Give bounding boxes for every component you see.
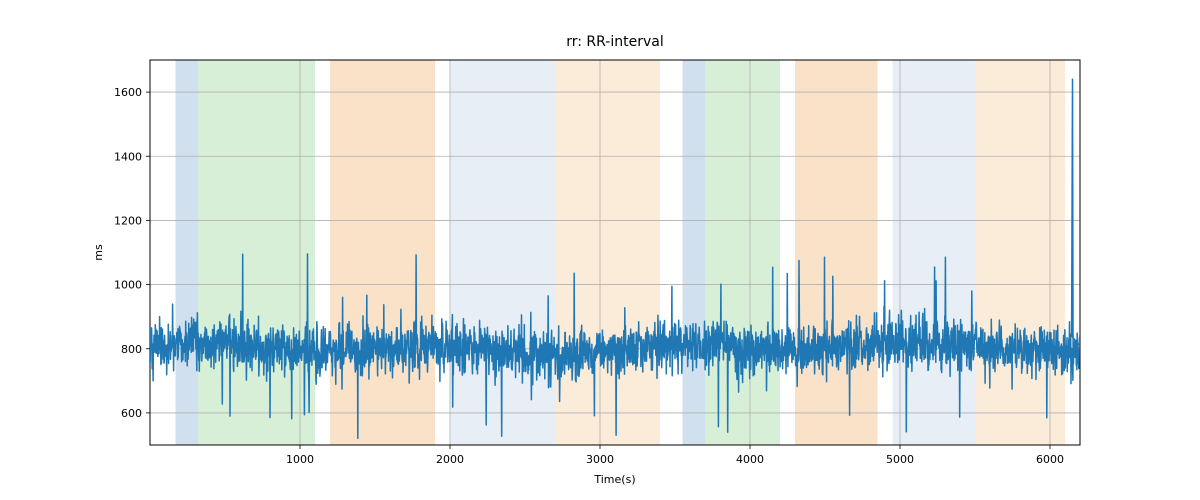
xtick-label: 5000 xyxy=(886,453,914,466)
xtick-label: 6000 xyxy=(1036,453,1064,466)
ytick-label: 600 xyxy=(121,407,142,420)
ytick-label: 1400 xyxy=(114,150,142,163)
ytick-label: 800 xyxy=(121,343,142,356)
x-axis-label: Time(s) xyxy=(593,473,635,486)
ytick-label: 1600 xyxy=(114,86,142,99)
xtick-label: 1000 xyxy=(286,453,314,466)
y-axis-label: ms xyxy=(92,244,105,261)
xtick-label: 2000 xyxy=(436,453,464,466)
rr-interval-chart: 1000 2000 3000 4000 5000 6000 600 800 1000 1200 14… xyxy=(0,0,1200,500)
xtick-label: 3000 xyxy=(586,453,614,466)
ytick-label: 1000 xyxy=(114,279,142,292)
chart-svg: 1000 2000 3000 4000 5000 6000 600 800 1000 1200 14… xyxy=(0,0,1200,500)
xtick-label: 4000 xyxy=(736,453,764,466)
chart-title: rr: RR-interval xyxy=(566,34,664,50)
ytick-label: 1200 xyxy=(114,214,142,227)
